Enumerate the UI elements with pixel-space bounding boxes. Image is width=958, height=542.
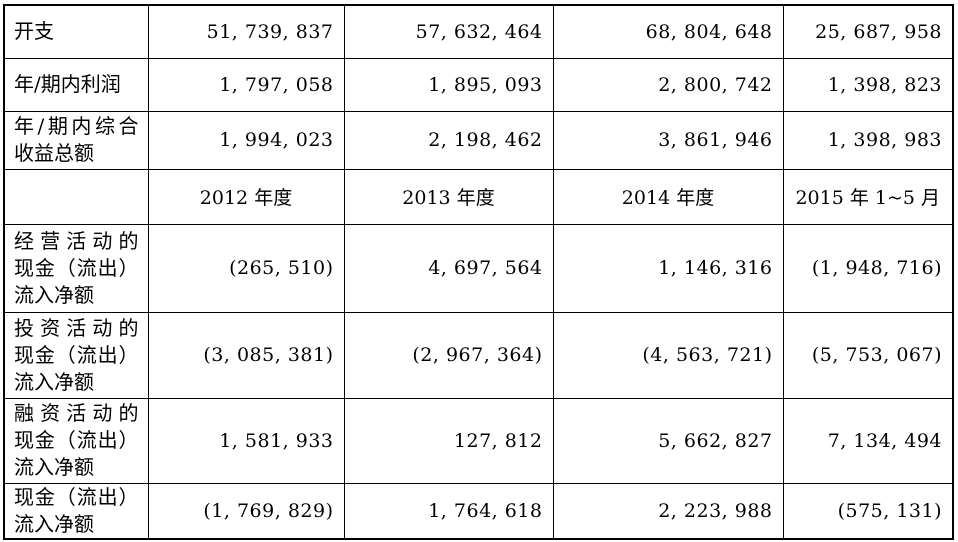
row-label-line: 年/期内综合 (14, 114, 139, 138)
value-cell: 57, 632, 464 (343, 4, 554, 59)
row-label-cell: 开支 (3, 4, 149, 59)
value-cell: 7, 134, 494 (782, 397, 954, 484)
value-cell: 3, 861, 946 (552, 110, 784, 170)
value-cell: 1, 398, 983 (782, 110, 954, 170)
row-label-line: 年/期内利润 (14, 72, 121, 96)
value-cell: 1, 581, 933 (147, 397, 345, 484)
row-label-line: 融资活动的 (14, 401, 139, 425)
table-row: 现金（流出） 流入净额 (1, 769, 829) 1, 764, 618 2, 223… (3, 482, 954, 539)
year-header-cell: 2015 年 1~5 月 (782, 168, 954, 225)
financial-table: 开支 51, 739, 837 57, 632, 464 68, 804, 648 25… (3, 4, 954, 540)
row-label-cell: 投资活动的 现金（流出） 流入净额 (3, 311, 149, 399)
value-cell: 127, 812 (343, 397, 554, 484)
value-cell: 4, 697, 564 (343, 223, 554, 313)
row-label-line: 现金（流出） (14, 428, 139, 452)
year-header-cell: 2012 年度 (147, 168, 345, 225)
row-label-cell: 现金（流出） 流入净额 (3, 482, 149, 539)
year-header-cell: 2013 年度 (343, 168, 554, 225)
row-label-line: 现金（流出） (14, 255, 139, 280)
value-cell: (5, 753, 067) (782, 311, 954, 399)
value-cell: 5, 662, 827 (552, 397, 784, 484)
value-cell: (265, 510) (147, 223, 345, 313)
value-cell: 1, 764, 618 (343, 482, 554, 539)
value-cell: (1, 948, 716) (782, 223, 954, 313)
value-cell: 2, 800, 742 (552, 57, 784, 112)
row-label-line: 投资活动的 (14, 315, 139, 340)
value-cell: 1, 146, 316 (552, 223, 784, 313)
row-label-line: 开支 (14, 19, 54, 44)
value-cell: 1, 994, 023 (147, 110, 345, 170)
value-cell: 51, 739, 837 (147, 4, 345, 59)
table-row: 经营活动的 现金（流出） 流入净额 (265, 510) 4, 697, 564 1, 1… (3, 223, 954, 313)
row-label-cell (3, 168, 149, 225)
row-label-line: 流入净额 (14, 369, 94, 394)
value-cell: (2, 967, 364) (343, 311, 554, 399)
row-label-line: 现金（流出） (14, 484, 139, 509)
value-cell: (4, 563, 721) (552, 311, 784, 399)
row-label-line: 流入净额 (14, 282, 94, 307)
financial-table-body: 开支 51, 739, 837 57, 632, 464 68, 804, 648 25… (3, 4, 954, 539)
value-cell: 2, 198, 462 (343, 110, 554, 170)
row-label-line: 流入净额 (14, 455, 94, 479)
row-label-line: 现金（流出） (14, 342, 139, 367)
value-cell: 25, 687, 958 (782, 4, 954, 59)
table-row: 投资活动的 现金（流出） 流入净额 (3, 085, 381) (2, 967, 364… (3, 311, 954, 399)
year-header-cell: 2014 年度 (552, 168, 784, 225)
row-label-cell: 融资活动的现金（流出） 流入净额 (3, 397, 149, 484)
row-label-cell: 年/期内综合 收益总额 (3, 110, 149, 170)
value-cell: (3, 085, 381) (147, 311, 345, 399)
year-header-row: 2012 年度 2013 年度 2014 年度 2015 年 1~5 月 (3, 168, 954, 225)
table-row: 开支 51, 739, 837 57, 632, 464 68, 804, 648 25… (3, 4, 954, 59)
row-label-cell: 经营活动的 现金（流出） 流入净额 (3, 223, 149, 313)
value-cell: (1, 769, 829) (147, 482, 345, 539)
table-row: 年/期内综合 收益总额 1, 994, 023 2, 198, 462 3, 861, … (3, 110, 954, 170)
table-row: 融资活动的现金（流出） 流入净额 1, 581, 933 127, 812 5, 662… (3, 397, 954, 484)
value-cell: 68, 804, 648 (552, 4, 784, 59)
value-cell: 2, 223, 988 (552, 482, 784, 539)
row-label-line: 流入净额 (14, 511, 94, 536)
row-label-line: 经营活动的 (14, 228, 139, 253)
table-row: 年/期内利润 1, 797, 058 1, 895, 093 2, 800, 742 1… (3, 57, 954, 112)
value-cell: 1, 398, 823 (782, 57, 954, 112)
value-cell: 1, 895, 093 (343, 57, 554, 112)
row-label-line: 收益总额 (14, 141, 94, 165)
value-cell: 1, 797, 058 (147, 57, 345, 112)
row-label-cell: 年/期内利润 (3, 57, 149, 112)
value-cell: (575, 131) (782, 482, 954, 539)
